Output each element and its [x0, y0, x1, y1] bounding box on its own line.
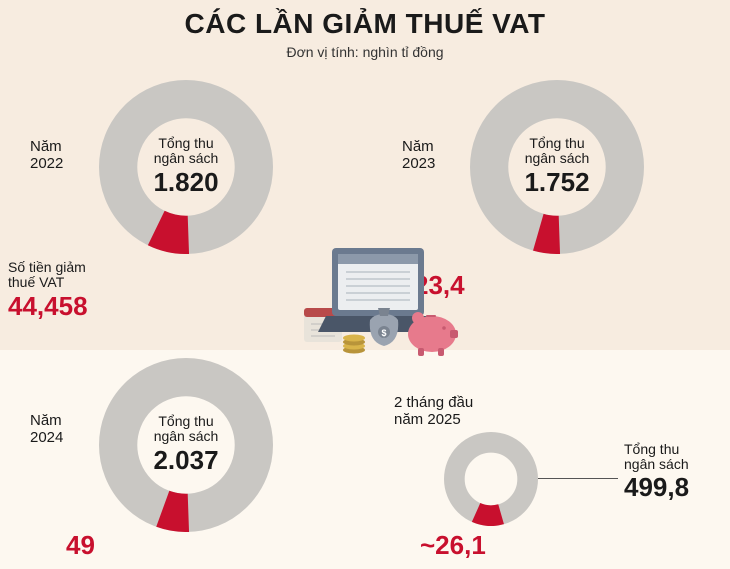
header: CÁC LẦN GIẢM THUẾ VAT Đơn vị tính: nghìn…	[0, 8, 730, 60]
year-label-d2023: Năm2023	[402, 138, 435, 173]
page-title: CÁC LẦN GIẢM THUẾ VAT	[0, 8, 730, 40]
donut-d2024: Tổng thu ngân sách 2.037	[99, 358, 273, 532]
donut-center-d2024: Tổng thu ngân sách 2.037	[153, 414, 218, 476]
reduction-label-d2025: ~26,1	[420, 530, 486, 561]
donut-center-d2022: Tổng thu ngân sách 1.820	[153, 136, 218, 198]
donut-center-d2023: Tổng thu ngân sách 1.752	[524, 136, 589, 198]
center-illustration: $	[298, 242, 462, 372]
donut-d2022: Tổng thu ngân sách 1.820	[99, 80, 273, 254]
year-label-d2025: 2 tháng đầunăm 2025	[394, 394, 473, 429]
callout-text-d2025: Tổng thu ngân sách 499,8	[624, 442, 689, 501]
donut-d2023: Tổng thu ngân sách 1.752	[470, 80, 644, 254]
donut-d2025	[444, 432, 538, 526]
year-label-d2024: Năm2024	[30, 412, 63, 447]
svg-text:$: $	[381, 328, 386, 338]
reduction-label-d2022: Số tiền giảmthuế VAT44,458	[8, 260, 88, 322]
callout-line-d2025	[538, 478, 618, 479]
page-subtitle: Đơn vị tính: nghìn tỉ đồng	[0, 44, 730, 60]
reduction-label-d2024: 49	[66, 530, 95, 561]
year-label-d2022: Năm2022	[30, 138, 63, 173]
